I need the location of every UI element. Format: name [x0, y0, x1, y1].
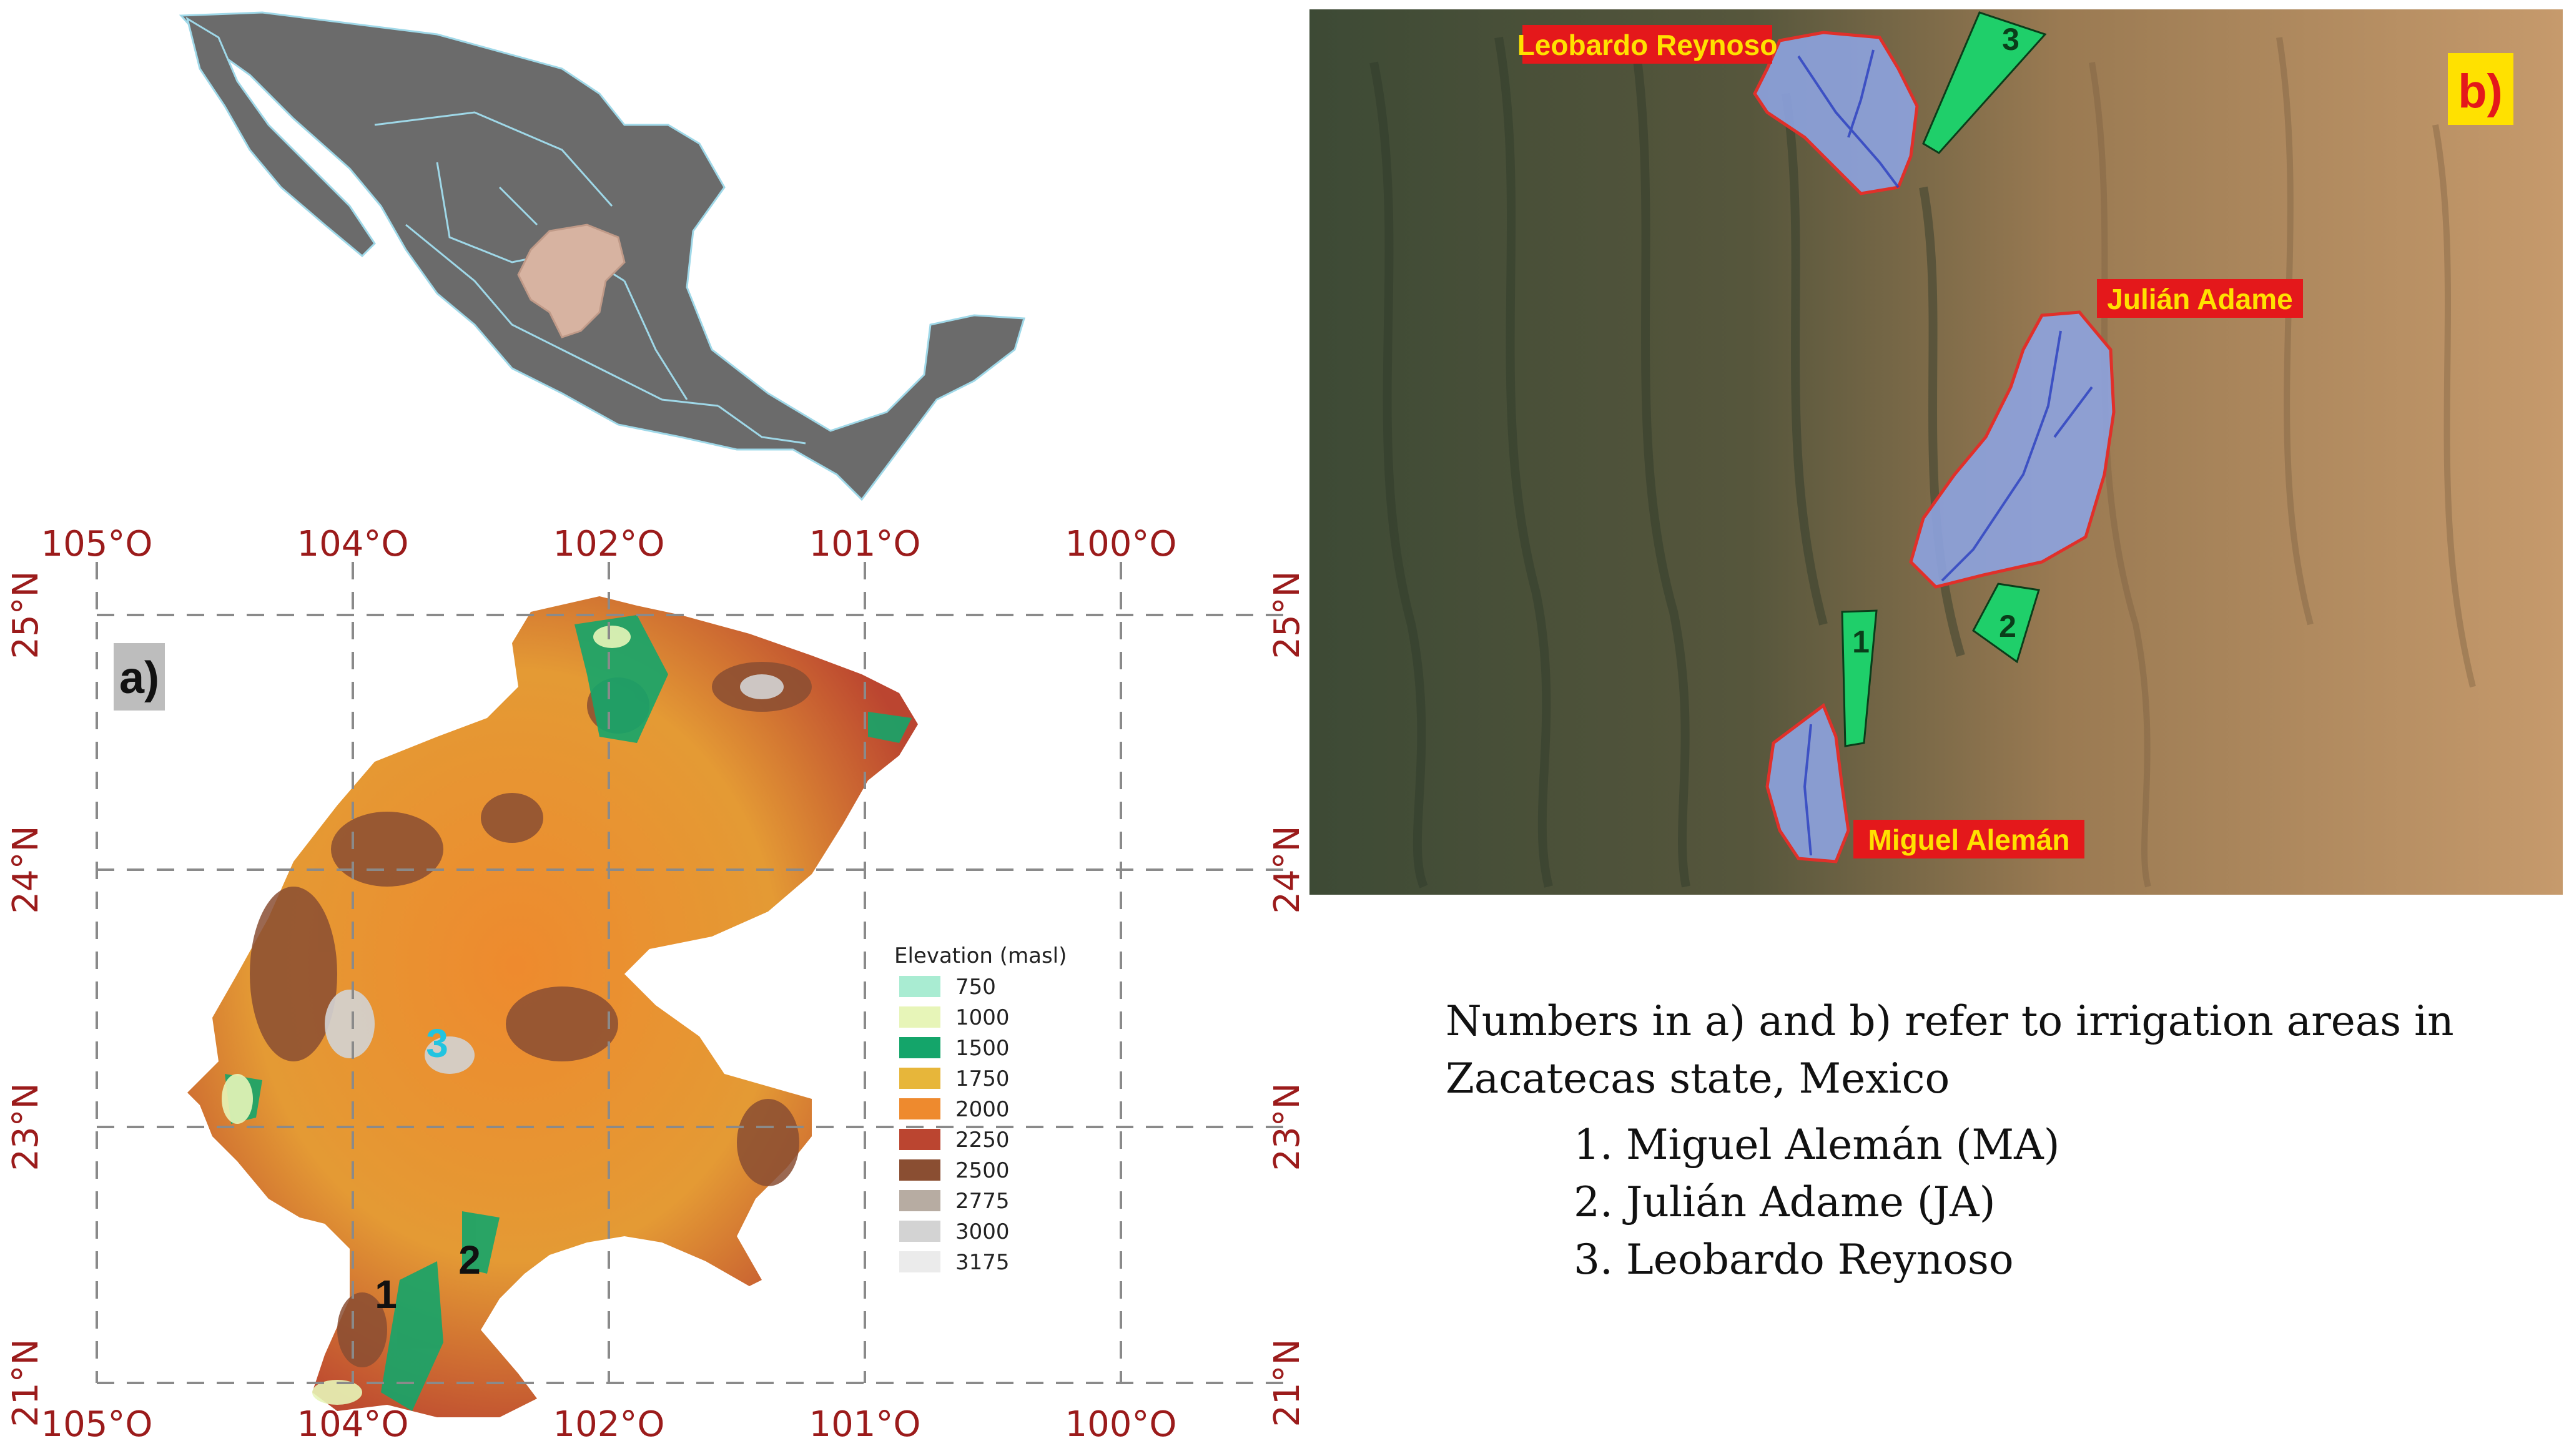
legend-item-label: 2775 [955, 1189, 1010, 1214]
lat-label-21: 21°N [6, 1339, 46, 1427]
legend-item-label: 750 [955, 975, 996, 1000]
arrow-number-2: 2 [1999, 609, 2016, 644]
lat-label-25-right: 25°N [1267, 571, 1308, 659]
lon-label-102-bottom: 102°O [553, 1404, 665, 1445]
low-valleys [225, 615, 912, 1411]
legend-item-label: 1500 [955, 1036, 1010, 1061]
graticule [96, 562, 1286, 1384]
panel-a-label: a) [114, 643, 165, 711]
figure-caption: Numbers in a) and b) refer to irrigation… [1446, 993, 2532, 1289]
lat-label-24-right: 24°N [1267, 825, 1308, 913]
arrow-number-1: 1 [1852, 624, 1870, 659]
drainage-network [1797, 49, 2093, 856]
latitude-labels-left: 25°N 24°N 23°N 21°N [6, 571, 46, 1427]
lon-label-105: 105°O [41, 524, 153, 564]
legend-item-label: 3175 [955, 1250, 1010, 1275]
lat-label-23-right: 23°N [1267, 1083, 1308, 1171]
lon-label-100: 100°O [1065, 524, 1177, 564]
lowland-light [222, 626, 631, 1405]
area-number-1: 1 [375, 1272, 397, 1317]
area-number-2: 2 [458, 1237, 481, 1282]
zacatecas-state-highlight [517, 224, 626, 338]
legend-item-label: 1750 [955, 1066, 1010, 1091]
lat-label-21-right: 21°N [1267, 1339, 1308, 1427]
area-number-3: 3 [426, 1021, 448, 1066]
lat-label-25: 25°N [6, 571, 46, 659]
legend-item-label: 2250 [955, 1128, 1010, 1153]
list-item: 3. Leobardo Reynoso [1574, 1236, 2014, 1284]
lon-label-104-bottom: 104°O [297, 1404, 409, 1445]
legend-item-label: 2500 [955, 1158, 1010, 1183]
label-miguel-aleman: Miguel Alemán [1868, 824, 2070, 856]
watershed-miguel-aleman [1765, 703, 1850, 863]
lon-label-101: 101°O [809, 524, 921, 564]
arrow-1 [1841, 609, 1878, 747]
highest-peaks [325, 674, 784, 1074]
legend-item-label: 3000 [955, 1219, 1010, 1244]
label-julian-adame: Julián Adame [2107, 283, 2292, 315]
arrow-number-3: 3 [2002, 22, 2019, 57]
satellite-image-panel: 3 2 1 Leobardo Reynoso Julián Adame Migu… [1309, 9, 2563, 895]
elevation-legend: Elevation (masl) 750 1000 1500 1750 2000… [894, 943, 1067, 1275]
watershed-julian-adame [1909, 310, 2116, 589]
baja-california-outline [185, 16, 376, 258]
arrow-3 [1922, 11, 2047, 154]
lon-label-101-bottom: 101°O [809, 1404, 921, 1445]
latitude-labels-right: 25°N 24°N 23°N 21°N [1267, 571, 1308, 1427]
terrain-ridges-light [2089, 37, 2476, 888]
longitude-labels-top: 105°O 104°O 102°O 101°O 100°O [41, 524, 1177, 564]
legend-item-label: 1000 [955, 1005, 1010, 1030]
legend-title: Elevation (masl) [894, 943, 1067, 968]
lon-label-102: 102°O [553, 524, 665, 564]
legend-item-label: 2000 [955, 1097, 1010, 1122]
lon-label-100-bottom: 100°O [1065, 1404, 1177, 1445]
irrigation-area-list: 1. Miguel Alemán (MA) 2. Julián Adame (J… [1446, 1116, 2532, 1289]
lon-label-104: 104°O [297, 524, 409, 564]
lat-label-23: 23°N [6, 1083, 46, 1171]
lon-label-105-bottom: 105°O [41, 1404, 153, 1445]
list-item: 2. Julián Adame (JA) [1574, 1178, 1996, 1226]
list-item: 1. Miguel Alemán (MA) [1574, 1121, 2060, 1169]
mexico-inset-map [179, 11, 1025, 501]
legend-items: 750 1000 1500 1750 2000 2250 2500 2775 3… [899, 975, 1010, 1275]
zacatecas-elevation-map [187, 596, 918, 1417]
panel-a-label-text: a) [119, 653, 159, 703]
arrow-2 [1972, 583, 2040, 664]
lat-label-24: 24°N [6, 825, 46, 913]
panel-b-label: b) [2458, 65, 2503, 118]
longitude-labels-bottom: 105°O 104°O 102°O 101°O 100°O [41, 1404, 1177, 1445]
caption-text: Numbers in a) and b) refer to irrigation… [1446, 997, 2454, 1103]
label-leobardo-reynoso: Leobardo Reynoso [1517, 29, 1778, 61]
